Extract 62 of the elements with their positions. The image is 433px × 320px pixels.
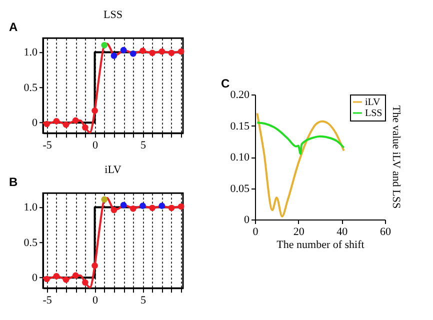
point [62, 276, 70, 283]
point [158, 48, 166, 55]
x-tick-label: 0 [252, 226, 259, 238]
y-tick-label: 0.15 [230, 120, 250, 132]
point [82, 124, 88, 131]
point [92, 262, 98, 269]
x-tick-label: -5 [42, 140, 52, 152]
point [82, 279, 88, 286]
point [44, 120, 50, 128]
point [178, 203, 184, 210]
point [120, 46, 127, 54]
x-tick-label: 60 [380, 226, 392, 238]
point [149, 50, 156, 56]
x-tick-label: -5 [42, 294, 52, 307]
point [92, 107, 98, 114]
point [120, 202, 127, 208]
point [130, 205, 136, 212]
y-tick-label: 1.0 [24, 202, 38, 214]
point [149, 204, 156, 212]
text: C [221, 76, 230, 90]
y-tick-label: 0 [32, 117, 38, 130]
point [101, 42, 108, 48]
point [140, 202, 146, 209]
y-tick-label: 0 [244, 214, 250, 226]
x-tick-label: 5 [140, 140, 146, 152]
point [44, 276, 50, 282]
y-tick-label: 1.0 [24, 46, 38, 59]
x-axis-title: The number of shift [276, 239, 364, 251]
point [130, 50, 136, 57]
point [140, 48, 146, 54]
point [168, 50, 175, 56]
point [178, 48, 184, 55]
text: B [9, 175, 18, 190]
point [72, 272, 79, 279]
point [62, 122, 70, 128]
y-axis-title: The value iLV and LSS [390, 105, 402, 209]
y-tick-label: 0.5 [24, 82, 38, 94]
y-tick-label: 0 [32, 272, 38, 284]
point [158, 202, 166, 209]
point [72, 117, 79, 124]
line-series [256, 122, 345, 155]
point [110, 52, 118, 59]
line-series [256, 112, 345, 218]
y-tick-label: 0.20 [230, 89, 250, 101]
chart-title: iLV [104, 164, 122, 176]
text: A [9, 20, 18, 34]
y-tick-label: 0.10 [230, 152, 250, 164]
x-tick-label: 0 [92, 294, 99, 307]
chart-title: LSS [104, 9, 122, 22]
x-tick-label: 20 [293, 226, 305, 238]
point [53, 118, 60, 124]
legend-label: iLV [365, 97, 381, 108]
y-tick-label: 0.5 [24, 236, 38, 249]
point [53, 273, 60, 280]
point [101, 196, 108, 203]
point [168, 204, 175, 212]
x-tick-label: 0 [92, 140, 99, 152]
legend-label: LSS [365, 108, 382, 119]
y-tick-label: 0.05 [230, 182, 250, 195]
x-tick-label: 5 [140, 294, 146, 307]
point [110, 206, 118, 214]
x-tick-label: 40 [336, 226, 348, 238]
